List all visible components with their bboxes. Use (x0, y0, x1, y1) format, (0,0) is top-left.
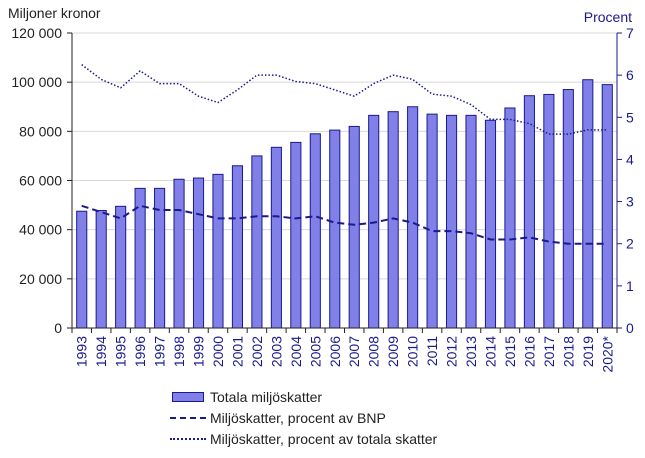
bar (407, 106, 419, 329)
y-tick-label-right: 2 (626, 236, 634, 252)
y-tick-label-right: 3 (626, 194, 634, 210)
bar (445, 114, 458, 329)
x-tick-label: 1999 (191, 336, 207, 367)
x-tick-label: 1994 (93, 336, 109, 367)
x-tick-label: 2013 (463, 336, 479, 367)
x-tick-label: 2020* (599, 335, 615, 372)
x-tick-label: 2007 (346, 336, 362, 367)
y-tick-label-left: 0 (54, 320, 62, 336)
x-tick-label: 2010 (405, 336, 421, 367)
gridlines (72, 32, 617, 280)
x-tick-labels: 1993 1994 1995 1996 1997 1998 1999 2000 2001 2002… (74, 335, 616, 372)
legend-item-taxes: Miljöskatter, procent av totala skatter (170, 428, 437, 449)
x-tick-label: 2009 (385, 336, 401, 367)
x-tick-label: 2017 (541, 336, 557, 367)
y-tick-label-right: 5 (626, 109, 634, 125)
x-tick-label: 1996 (132, 336, 148, 367)
x-tick-label: 2004 (288, 336, 304, 367)
bar (562, 89, 574, 329)
x-tick-label: 2019 (580, 336, 596, 367)
x-tick-label: 2003 (268, 336, 284, 367)
bar (95, 209, 107, 329)
x-tick-label: 2012 (444, 336, 460, 367)
y-tick-label-right: 0 (626, 320, 634, 336)
bar (134, 187, 146, 329)
x-tick-label: 2011 (424, 336, 440, 366)
bar (192, 177, 205, 329)
x-tick-label: 2000 (210, 336, 226, 367)
bar (582, 79, 594, 329)
bar (76, 210, 88, 329)
x-tick-label: 2001 (229, 336, 245, 367)
x-tick-label: 1995 (113, 336, 129, 367)
y-tick-label-left: 120 000 (11, 25, 62, 41)
y-tick-labels-right: 0 1 2 3 4 5 6 7 (626, 25, 634, 336)
line-series (81, 64, 608, 245)
bar (270, 146, 282, 329)
y-tick-label-left: 60 000 (19, 173, 62, 189)
bar (329, 129, 341, 329)
legend-item-bars: Totala miljöskatter (170, 386, 437, 407)
bar (484, 119, 497, 329)
legend-item-bnp: Miljöskatter, procent av BNP (170, 407, 437, 428)
legend-label-bars: Totala miljöskatter (210, 388, 323, 405)
chart-svg: Miljoner kronor Procent 0 20 000 40 000 60 … (8, 5, 634, 373)
bar (523, 95, 535, 329)
legend-bar-swatch (170, 391, 206, 403)
x-tick-label: 2016 (521, 336, 537, 367)
bar (309, 133, 321, 329)
legend-dotted-swatch (170, 433, 206, 445)
bar (504, 107, 516, 329)
x-tick-label: 2006 (327, 336, 343, 367)
bar (426, 113, 438, 329)
y-tick-label-right: 4 (626, 151, 634, 167)
x-tick-label: 2014 (482, 336, 498, 367)
y-tick-labels-left: 0 20 000 40 000 60 000 80 000 100 000 120 000 (11, 25, 62, 336)
legend-label-taxes: Miljöskatter, procent av totala skatter (210, 430, 438, 447)
y-tick-label-left: 80 000 (19, 123, 62, 139)
x-tick-label: 2015 (502, 336, 518, 367)
x-tick-label: 1993 (74, 336, 90, 367)
x-tick-label: 2018 (560, 336, 576, 367)
y-tick-label-left: 100 000 (11, 74, 62, 90)
axes (67, 32, 622, 333)
line-bnp (81, 204, 608, 245)
bar (543, 93, 555, 329)
bar (231, 165, 244, 329)
x-tick-label: 2002 (249, 336, 265, 367)
y-tick-label-right: 6 (626, 67, 634, 83)
bar (348, 125, 360, 329)
bar (173, 178, 185, 329)
bar (115, 205, 127, 329)
x-tick-label: 1997 (152, 336, 168, 367)
y-axis-right-label: Procent (584, 9, 632, 25)
y-tick-label-right: 7 (626, 25, 634, 41)
y-tick-label-left: 20 000 (19, 271, 62, 287)
bar-series (76, 79, 613, 329)
legend-label-bnp: Miljöskatter, procent av BNP (210, 409, 386, 426)
legend: Totala miljöskatter Miljöskatter, procen… (170, 386, 437, 449)
y-tick-label-left: 40 000 (19, 222, 62, 238)
bar (212, 173, 224, 329)
x-tick-label: 2008 (366, 336, 382, 367)
x-tick-label: 2005 (307, 336, 323, 367)
bar (290, 141, 302, 329)
y-axis-left-label: Miljoner kronor (8, 5, 101, 21)
bar (601, 84, 613, 329)
legend-dashed-swatch (170, 412, 206, 424)
y-tick-label-right: 1 (626, 278, 634, 294)
bar (465, 114, 477, 329)
x-tick-label: 1998 (171, 336, 187, 367)
bar (251, 155, 263, 329)
